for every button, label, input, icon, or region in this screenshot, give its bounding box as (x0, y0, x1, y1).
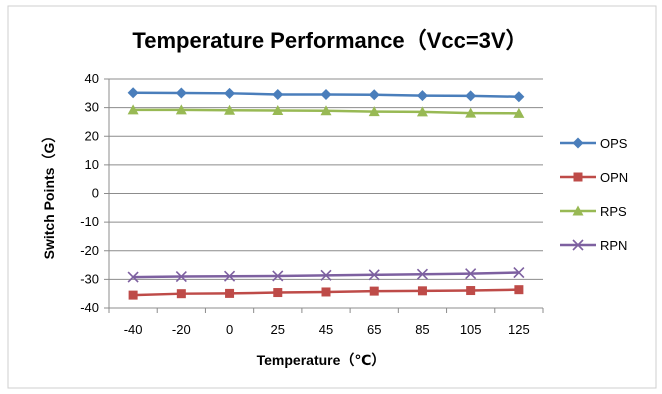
data-point-rps (465, 107, 477, 118)
y-axis-label: Switch Points（G） (41, 129, 57, 260)
y-tick-labels: 40 30 20 10 0 -10 -20 -30 -40 (80, 71, 99, 315)
legend-marker-rps (572, 205, 584, 216)
series-ops (127, 87, 525, 103)
data-point-rpn (320, 269, 332, 281)
data-point-opn (225, 288, 235, 298)
data-point-rps (320, 105, 332, 116)
series-rpn (127, 266, 525, 283)
data-point-ops (416, 90, 428, 102)
legend-label-opn: OPN (600, 170, 628, 185)
x-tick-label: 25 (271, 322, 285, 337)
legend: OPS OPN RPS RPN (560, 136, 628, 253)
series-group (127, 87, 525, 300)
legend-marker-rpn (572, 239, 584, 251)
legend-label-rpn: RPN (600, 238, 627, 253)
legend-label-rps: RPS (600, 204, 627, 219)
y-tick-label: 10 (85, 157, 99, 172)
legend-label-ops: OPS (600, 136, 628, 151)
x-tick-label: 85 (415, 322, 429, 337)
x-tick-label: 65 (367, 322, 381, 337)
data-point-rps (368, 106, 380, 117)
data-point-rps (127, 104, 139, 115)
data-point-rpn (465, 268, 477, 280)
x-tick-label: 0 (226, 322, 233, 337)
legend-item-opn: OPN (560, 170, 628, 185)
chart-title: Temperature Performance（Vcc=3V） (132, 28, 527, 53)
data-point-opn (176, 289, 186, 299)
y-tick-label: 20 (85, 128, 99, 143)
series-rps (127, 104, 525, 118)
data-point-opn (321, 287, 331, 297)
x-tick-label: 125 (508, 322, 530, 337)
legend-item-rps: RPS (560, 204, 627, 219)
x-tick-label: -20 (172, 322, 191, 337)
x-tick-label: -40 (124, 322, 143, 337)
data-point-opn (273, 288, 283, 298)
data-point-ops (320, 88, 332, 100)
data-point-opn (417, 286, 427, 296)
data-point-rpn (513, 266, 525, 279)
legend-marker-opn (573, 172, 583, 182)
data-point-ops (272, 88, 284, 100)
legend-marker-ops (572, 137, 584, 149)
data-point-ops (465, 90, 477, 102)
data-point-rpn (175, 270, 187, 283)
y-tick-label: 40 (85, 71, 99, 86)
y-tick-label: -20 (80, 243, 99, 258)
y-tick-label: 30 (85, 100, 99, 115)
series-opn (128, 285, 524, 300)
data-point-ops (224, 87, 236, 99)
data-point-ops (368, 89, 380, 101)
data-point-rpn (272, 270, 284, 282)
data-point-rps (513, 107, 525, 118)
x-tick-labels: -40 -20 0 25 45 65 85 105 125 (124, 322, 530, 337)
data-point-ops (513, 91, 525, 103)
data-point-rps (272, 104, 284, 115)
legend-item-rpn: RPN (560, 238, 627, 253)
data-point-ops (175, 87, 187, 99)
data-point-rpn (223, 270, 236, 282)
y-tick-label: -30 (80, 271, 99, 286)
data-point-opn (466, 286, 476, 296)
y-tick-label: 0 (92, 186, 99, 201)
x-tick-label: 45 (319, 322, 333, 337)
y-tick-label: -40 (80, 300, 99, 315)
data-point-rpn (416, 268, 429, 280)
x-tick-label: 105 (460, 322, 482, 337)
gridlines (104, 78, 544, 313)
legend-item-ops: OPS (560, 136, 628, 151)
data-point-ops (127, 87, 139, 99)
data-point-rps (224, 104, 236, 115)
x-axis-label: Temperature（℃） (257, 352, 386, 368)
data-point-opn (128, 290, 138, 300)
data-point-rpn (368, 269, 380, 281)
data-point-opn (514, 285, 524, 295)
y-tick-label: -10 (80, 214, 99, 229)
data-point-rps (175, 104, 187, 115)
data-point-rps (416, 106, 428, 117)
data-point-rpn (127, 271, 139, 283)
chart-border (7, 5, 657, 389)
data-point-opn (369, 286, 379, 296)
